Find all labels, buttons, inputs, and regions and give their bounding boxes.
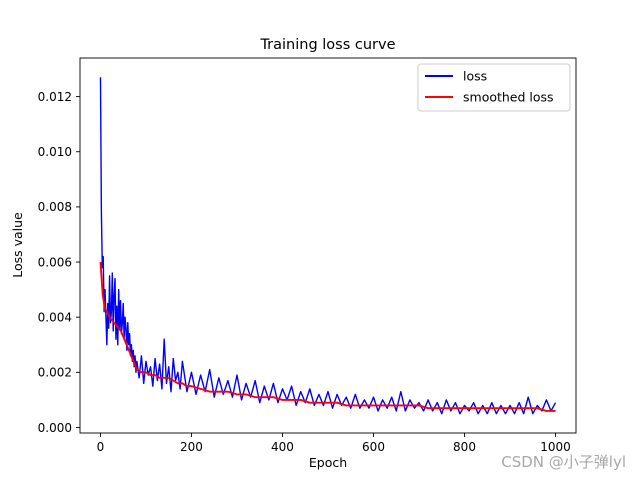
- y-axis-ticks: 0.000 0.002 0.004 0.006 0.008 0.010 0.012: [38, 90, 80, 435]
- watermark-text: CSDN @小子弹lyl: [501, 453, 626, 471]
- series-line-loss: [99, 77, 557, 415]
- y-tick-label: 0.002: [38, 366, 72, 380]
- series-layer: [99, 77, 557, 415]
- y-tick-label: 0.010: [38, 145, 72, 159]
- x-tick-label: 1000: [540, 440, 571, 454]
- x-axis-ticks: 0 200 400 600 800 1000: [97, 433, 571, 454]
- chart-title: Training loss curve: [259, 37, 395, 53]
- legend: loss smoothed loss: [417, 63, 571, 112]
- x-tick-label: 800: [453, 440, 476, 454]
- x-tick-label: 400: [271, 440, 294, 454]
- x-tick-label: 0: [97, 440, 105, 454]
- x-axis-label: Epoch: [309, 455, 347, 470]
- y-tick-label: 0.000: [38, 421, 72, 435]
- y-tick-label: 0.012: [38, 90, 72, 104]
- series-line-smoothed-loss: [99, 261, 556, 412]
- legend-label-loss: loss: [463, 69, 487, 84]
- x-tick-label: 200: [180, 440, 203, 454]
- legend-label-smoothed-loss: smoothed loss: [463, 90, 554, 105]
- plot-area: [79, 57, 577, 434]
- axes-frame: [79, 57, 577, 434]
- x-tick-label: 600: [362, 440, 385, 454]
- y-axis-label: Loss value: [10, 212, 25, 278]
- y-tick-label: 0.004: [38, 310, 72, 324]
- y-tick-label: 0.006: [38, 255, 72, 269]
- y-tick-label: 0.008: [38, 200, 72, 214]
- legend-box: [417, 63, 571, 112]
